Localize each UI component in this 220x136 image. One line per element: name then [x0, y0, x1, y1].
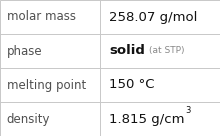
- Text: 1.815 g/cm: 1.815 g/cm: [109, 112, 184, 126]
- Text: (at STP): (at STP): [149, 47, 185, 55]
- Text: melting point: melting point: [7, 78, 86, 92]
- Text: density: density: [7, 112, 50, 126]
- Text: molar mass: molar mass: [7, 10, 76, 24]
- Text: phase: phase: [7, 44, 42, 58]
- Text: 258.07 g/mol: 258.07 g/mol: [109, 10, 197, 24]
- Text: solid: solid: [109, 44, 145, 58]
- Text: 150 °C: 150 °C: [109, 78, 154, 92]
- Text: 3: 3: [185, 106, 191, 115]
